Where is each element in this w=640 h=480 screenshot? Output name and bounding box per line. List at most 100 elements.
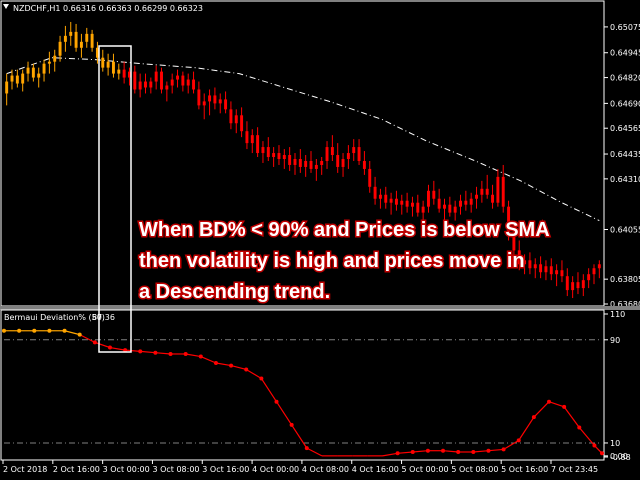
- candle-body: [373, 186, 377, 199]
- annotation-line-3: a Descending trend.: [139, 281, 330, 303]
- candle-body: [523, 260, 527, 265]
- indicator-panel-frame: [0, 309, 605, 461]
- indicator-segment: [155, 352, 171, 355]
- indicator-point: [2, 328, 6, 333]
- indicator-point: [501, 447, 506, 452]
- time-tick-label: 3 Oct 00:00: [103, 465, 150, 474]
- main-price-panel[interactable]: 0.65075 0.64945 0.64820 0.64690 0.64565 0.644…: [0, 0, 640, 309]
- indicator-point: [198, 354, 203, 359]
- indicator-segment: [125, 349, 141, 352]
- price-tick-label: 0.64565: [610, 124, 640, 133]
- candle-body: [21, 73, 25, 84]
- candle-body: [464, 200, 468, 205]
- indicator-point: [138, 349, 143, 354]
- candle-body: [437, 198, 441, 209]
- indicator-segment: [473, 450, 489, 453]
- indicator-point: [107, 345, 112, 350]
- candle-body: [565, 276, 569, 291]
- candle-body: [186, 79, 190, 86]
- annotation-line-2: then volatility is high and prices move …: [139, 250, 525, 272]
- indicator-segment: [397, 451, 413, 454]
- time-tick-label: 5 Oct 16:00: [501, 465, 548, 474]
- indicator-panel[interactable]: 110 90 10 0.00-0.88: [0, 309, 631, 462]
- price-tick-label: 0.63805: [610, 275, 640, 284]
- candle-body: [111, 61, 115, 74]
- candle-body: [330, 147, 334, 156]
- price-tick-label: 0.63680: [610, 300, 640, 309]
- candle-body: [501, 176, 505, 207]
- candle-body: [85, 33, 89, 42]
- indicator-point: [123, 348, 128, 353]
- candle-body: [507, 206, 511, 235]
- indicator-point: [600, 451, 604, 456]
- candle-body: [63, 35, 67, 42]
- indicator-point: [410, 449, 415, 454]
- indicator-point: [531, 415, 536, 420]
- candle-body: [357, 147, 361, 161]
- candle-body: [165, 85, 169, 90]
- candle-body: [549, 266, 553, 275]
- indicator-point: [547, 399, 552, 404]
- indicator-name: Bermaui Deviation% (50): [4, 313, 105, 322]
- indicator-point: [77, 332, 82, 337]
- candle-body: [106, 61, 110, 68]
- candle-body: [448, 204, 452, 213]
- indicator-segment: [109, 346, 126, 351]
- indicator-point: [168, 351, 173, 356]
- candle-body: [250, 135, 254, 144]
- candle-body: [160, 71, 163, 90]
- candle-body: [288, 155, 292, 165]
- candle-body: [576, 282, 580, 289]
- candle-body: [192, 79, 196, 90]
- indicator-point: [274, 399, 279, 404]
- indicator-point: [425, 448, 430, 453]
- candle-body: [31, 67, 35, 78]
- price-tick-label: 0.64435: [610, 150, 640, 159]
- time-tick-label: 5 Oct 00:00: [402, 465, 449, 474]
- candle-body: [74, 31, 78, 48]
- candle-body: [394, 198, 398, 205]
- candle-body: [101, 57, 105, 68]
- candle-body: [240, 115, 244, 132]
- indicator-point: [92, 340, 97, 345]
- candle-body: [90, 33, 94, 48]
- ohlc-values: 0.66316 0.66363 0.66299 0.66323: [63, 4, 203, 13]
- indicator-line: [2, 328, 604, 457]
- candle-body: [459, 200, 462, 207]
- candle-body: [47, 61, 51, 64]
- candle-body: [272, 153, 276, 158]
- indicator-tick-label: 10: [610, 439, 620, 448]
- indicator-segment: [503, 439, 520, 450]
- candle-body: [496, 176, 500, 203]
- candle-body: [293, 159, 297, 165]
- indicator-tick-label: -0.88: [610, 453, 631, 462]
- symbol-label: NZDCHF,H1: [13, 4, 60, 13]
- price-axis: 0.65075 0.64945 0.64820 0.64690 0.64565 0.644…: [604, 23, 640, 309]
- indicator-segment: [548, 401, 565, 408]
- indicator-point: [486, 448, 491, 453]
- time-tick-label: 4 Oct 16:00: [352, 465, 399, 474]
- indicator-tick-label: 110: [610, 310, 625, 319]
- price-tick-label: 0.64055: [610, 226, 640, 235]
- candle-body: [581, 280, 585, 289]
- candle-body: [298, 159, 302, 167]
- indicator-value: 87.36: [92, 313, 115, 322]
- panel-separator[interactable]: [0, 306, 640, 310]
- highlight-box: [98, 45, 132, 353]
- candle-body: [314, 164, 318, 169]
- candle-body: [389, 198, 393, 203]
- candle-body: [266, 147, 270, 158]
- indicator-segment: [306, 447, 323, 457]
- candle-body: [325, 147, 329, 161]
- time-tick-label: 5 Oct 08:00: [451, 465, 498, 474]
- indicator-point: [516, 438, 521, 443]
- indicator-segment: [533, 401, 550, 418]
- time-tick-label: 3 Oct 16:00: [202, 465, 249, 474]
- indicator-segment: [245, 368, 262, 379]
- candle-body: [560, 270, 564, 277]
- indicator-segment: [185, 353, 201, 358]
- candle-body: [443, 204, 446, 209]
- candle-body: [400, 200, 404, 205]
- candle-body: [229, 109, 233, 124]
